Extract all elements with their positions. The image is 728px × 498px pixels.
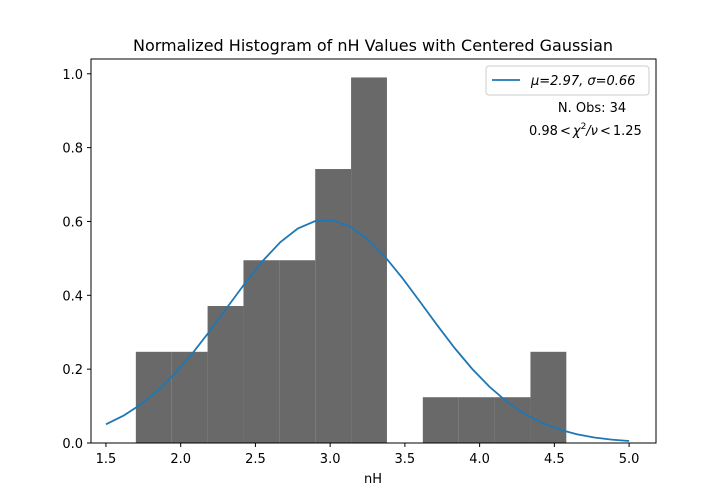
- histogram-bar-8: [422, 397, 459, 443]
- plot-frame: [90, 58, 657, 444]
- x-tick-label: 3.5: [395, 452, 416, 467]
- x-tick-label: 1.5: [96, 452, 117, 467]
- y-tick-label: 0.8: [62, 142, 83, 157]
- chart-title: Normalized Histogram of nH Values with C…: [133, 36, 613, 55]
- x-tick-label: 3.0: [320, 452, 341, 467]
- legend: μ=2.97, σ=0.66: [485, 65, 650, 96]
- chi2-high: 1.25: [613, 124, 642, 139]
- legend-entry-label: μ=2.97, σ=0.66: [530, 74, 635, 89]
- x-tick-label: 2.0: [170, 452, 191, 467]
- histogram-bar-2: [207, 306, 244, 443]
- y-axis-ticks: 0.0 0.2 0.4 0.6 0.8 1.0: [62, 68, 91, 452]
- chi2-power: 2: [581, 122, 587, 132]
- x-tick-label: 4.5: [544, 452, 565, 467]
- chi2-lt2: <: [600, 124, 611, 139]
- histogram-bar-0: [135, 351, 172, 443]
- histogram-bar-11: [530, 351, 567, 443]
- y-tick-label: 0.2: [62, 363, 83, 378]
- histogram-bar-5: [315, 169, 352, 443]
- legend-mu: μ=2.97,: [530, 74, 587, 89]
- y-tick-label: 0.4: [62, 289, 83, 304]
- x-tick-label: 4.0: [469, 452, 490, 467]
- chi2-lt1: <: [560, 124, 571, 139]
- chi2-symbol: χ: [572, 124, 582, 139]
- x-axis-ticks: 1.5 2.0 2.5 3.0 3.5 4.0 4.5 5.0: [96, 443, 640, 467]
- histogram-bar-3: [243, 260, 280, 443]
- n-obs-annotation: N. Obs: 34: [558, 101, 626, 116]
- histogram-bar-9: [458, 397, 495, 443]
- histogram-bar-4: [279, 260, 316, 443]
- legend-sigma: σ=0.66: [587, 74, 635, 89]
- gaussian-curve: [105, 219, 630, 442]
- chi2-nu: /ν: [585, 124, 598, 139]
- x-tick-label: 5.0: [619, 452, 640, 467]
- y-tick-label: 0.0: [62, 437, 83, 452]
- legend-box: [485, 65, 650, 96]
- chi2-low: 0.98: [529, 124, 558, 139]
- histogram-bar-6: [351, 77, 387, 443]
- x-axis-label: nH: [364, 472, 382, 487]
- histogram-bar-1: [171, 351, 208, 443]
- y-tick-label: 1.0: [62, 68, 83, 83]
- histogram-bar-10: [494, 397, 531, 443]
- x-tick-label: 2.5: [245, 452, 266, 467]
- y-tick-label: 0.6: [62, 215, 83, 230]
- histogram-bars: [135, 77, 567, 443]
- chi2-annotation: 0.98 < χ2/ν <1.25: [529, 122, 642, 139]
